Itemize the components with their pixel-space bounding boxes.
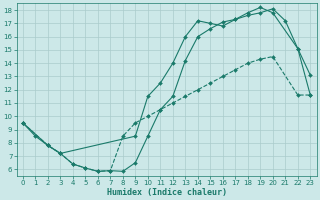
X-axis label: Humidex (Indice chaleur): Humidex (Indice chaleur) — [107, 188, 227, 197]
